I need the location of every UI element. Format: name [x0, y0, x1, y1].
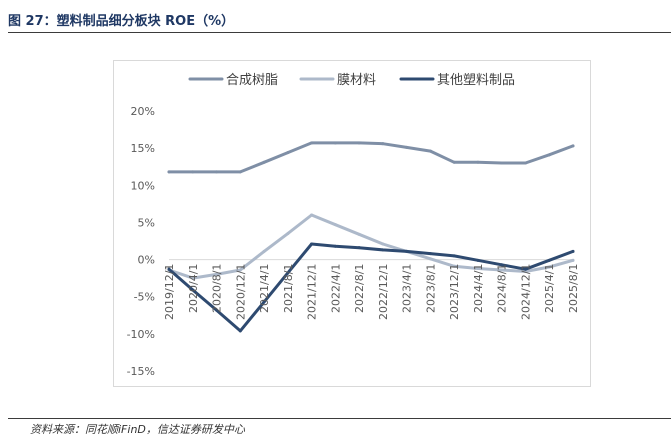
data-point — [357, 232, 361, 236]
x-tick-label: 2025/4/1 — [543, 264, 556, 313]
y-tick-label: 5% — [138, 216, 155, 229]
data-point — [167, 267, 171, 271]
x-tick-label: 2021/4/1 — [258, 264, 271, 313]
data-point — [500, 161, 504, 165]
data-point — [191, 276, 195, 280]
data-point — [405, 249, 409, 253]
data-point — [500, 268, 504, 272]
x-tick-label: 2019/12/1 — [163, 264, 176, 320]
data-point — [571, 258, 575, 262]
y-tick-label: -10% — [127, 328, 155, 341]
x-tick-label: 2024/12/1 — [519, 264, 532, 320]
data-point — [571, 144, 575, 148]
data-point — [333, 141, 337, 145]
figure-title: 图 27：塑料制品细分板块 ROE（%） — [8, 14, 235, 29]
y-tick-label: 15% — [131, 142, 155, 155]
series-line-2 — [167, 213, 575, 280]
data-point — [191, 288, 195, 292]
y-tick-label: 10% — [131, 179, 155, 192]
x-tick-label: 2020/4/1 — [187, 264, 200, 313]
data-point — [238, 268, 242, 272]
line-chart: 20% 15% 10% 5% 0% -5% -10% -15% 2019/12/1 2020/4/… — [127, 73, 580, 378]
data-point — [381, 242, 385, 246]
data-point — [262, 300, 266, 304]
series-line-3 — [167, 242, 575, 333]
x-tick-label: 2021/12/1 — [306, 264, 319, 320]
x-tick-label: 2022/4/1 — [329, 264, 342, 313]
data-point — [428, 149, 432, 153]
data-point — [452, 254, 456, 258]
data-point — [547, 258, 551, 262]
x-tick-label: 2020/8/1 — [211, 264, 224, 313]
data-point — [238, 170, 242, 174]
data-point — [286, 271, 290, 275]
data-point — [262, 249, 266, 253]
chart-frame: 20% 15% 10% 5% 0% -5% -10% -15% 2019/12/1 2020/4/… — [113, 60, 591, 387]
source-note: 资料来源：同花顺iFinD，信达证券研发中心 — [30, 423, 245, 436]
data-point — [476, 258, 480, 262]
y-tick-label: -15% — [127, 365, 155, 378]
data-point — [286, 232, 290, 236]
x-tick-label: 2023/8/1 — [424, 264, 437, 313]
data-point — [476, 266, 480, 270]
legend-label: 膜材料 — [337, 73, 376, 88]
x-tick-label: 2021/8/1 — [282, 264, 295, 313]
x-tick-label: 2023/4/1 — [401, 264, 414, 313]
data-point — [215, 308, 219, 312]
data-point — [476, 160, 480, 164]
y-tick-label: 0% — [138, 254, 155, 267]
data-point — [523, 269, 527, 273]
y-tick-label: 20% — [131, 105, 155, 118]
data-point — [215, 272, 219, 276]
x-tick-label: 2022/8/1 — [353, 264, 366, 313]
x-tick-label: 2024/4/1 — [472, 264, 485, 313]
data-point — [238, 329, 242, 333]
data-point — [452, 160, 456, 164]
data-point — [500, 263, 504, 267]
x-tick-label: 2022/12/1 — [377, 264, 390, 320]
data-point — [310, 141, 314, 145]
data-point — [191, 170, 195, 174]
data-point — [523, 161, 527, 165]
source-divider — [8, 418, 671, 419]
x-tick-label: 2023/12/1 — [448, 264, 461, 320]
data-point — [310, 242, 314, 246]
data-point — [428, 252, 432, 256]
data-point — [381, 142, 385, 146]
data-point — [547, 265, 551, 269]
x-tick-label: 2020/12/1 — [234, 264, 247, 320]
data-point — [262, 160, 266, 164]
data-point — [571, 249, 575, 253]
data-point — [215, 170, 219, 174]
series-line-1 — [167, 141, 575, 174]
y-tick-label: -5% — [134, 291, 155, 304]
title-divider — [8, 32, 671, 33]
data-point — [357, 246, 361, 250]
data-point — [357, 141, 361, 145]
data-point — [310, 213, 314, 217]
data-point — [452, 264, 456, 268]
data-point — [286, 151, 290, 155]
data-point — [428, 257, 432, 261]
data-point — [333, 223, 337, 227]
data-point — [167, 170, 171, 174]
x-tick-label: 2025/8/1 — [567, 264, 580, 313]
data-point — [523, 267, 527, 271]
data-point — [381, 248, 385, 252]
legend-label: 合成树脂 — [226, 73, 278, 88]
data-point — [333, 244, 337, 248]
data-point — [547, 153, 551, 157]
data-point — [405, 145, 409, 149]
x-tick-label: 2024/8/1 — [496, 264, 509, 313]
legend-label: 其他塑料制品 — [437, 73, 515, 88]
